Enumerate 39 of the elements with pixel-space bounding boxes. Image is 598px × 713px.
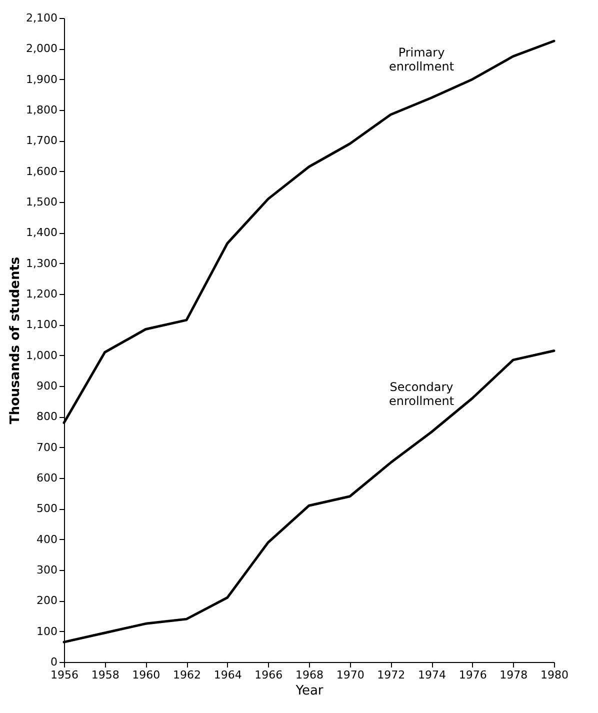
x-tick-label: 1964 [214, 668, 242, 682]
y-tick-label: 1,500 [26, 196, 58, 208]
x-tick-label: 1966 [254, 668, 283, 682]
y-tick-label: 500 [36, 502, 58, 516]
y-tick-label: 2,100 [26, 12, 58, 24]
y-tick-label: 2,000 [26, 42, 58, 56]
y-tick-label: 300 [36, 564, 58, 576]
y-axis-title: Thousands of students [8, 256, 24, 424]
x-tick-label: 1962 [173, 668, 201, 682]
y-tick-label: 1,400 [26, 226, 58, 240]
y-tick-label: 200 [36, 594, 58, 608]
x-tick-label: 1980 [540, 668, 568, 682]
x-tick-label: 1958 [91, 668, 120, 682]
x-tick-label: 1968 [296, 668, 324, 682]
y-tick-label: 1,700 [26, 134, 58, 148]
y-tick-label: 900 [36, 380, 58, 392]
y-tick-label: 1,200 [26, 288, 58, 300]
y-tick-label: 700 [36, 440, 58, 454]
y-tick-label: 100 [36, 624, 58, 638]
x-axis-title: Year [294, 684, 324, 698]
x-tick-label: 1956 [50, 668, 78, 682]
y-tick-label: 800 [36, 410, 58, 424]
x-tick-label: 1970 [336, 668, 364, 682]
y-tick-label: 600 [36, 472, 58, 484]
x-tick-label: 1974 [418, 668, 446, 682]
y-tick-label: 1,900 [26, 72, 58, 86]
series-label: Secondary enrollment [388, 380, 454, 408]
y-tick-label: 1,300 [26, 256, 58, 270]
series-label: Primary enrollment [388, 46, 454, 74]
y-tick-label: 1,100 [26, 318, 58, 332]
y-tick-label: 400 [36, 532, 58, 546]
y-tick-label: 1,000 [26, 348, 58, 362]
x-tick-label: 1960 [132, 668, 160, 682]
x-tick-label: 1978 [500, 668, 528, 682]
y-tick-label: 0 [50, 656, 58, 668]
y-tick-label: 1,800 [26, 104, 58, 116]
x-tick-label: 1972 [377, 668, 406, 682]
x-tick-label: 1976 [458, 668, 487, 682]
y-tick-label: 1,600 [26, 164, 58, 178]
